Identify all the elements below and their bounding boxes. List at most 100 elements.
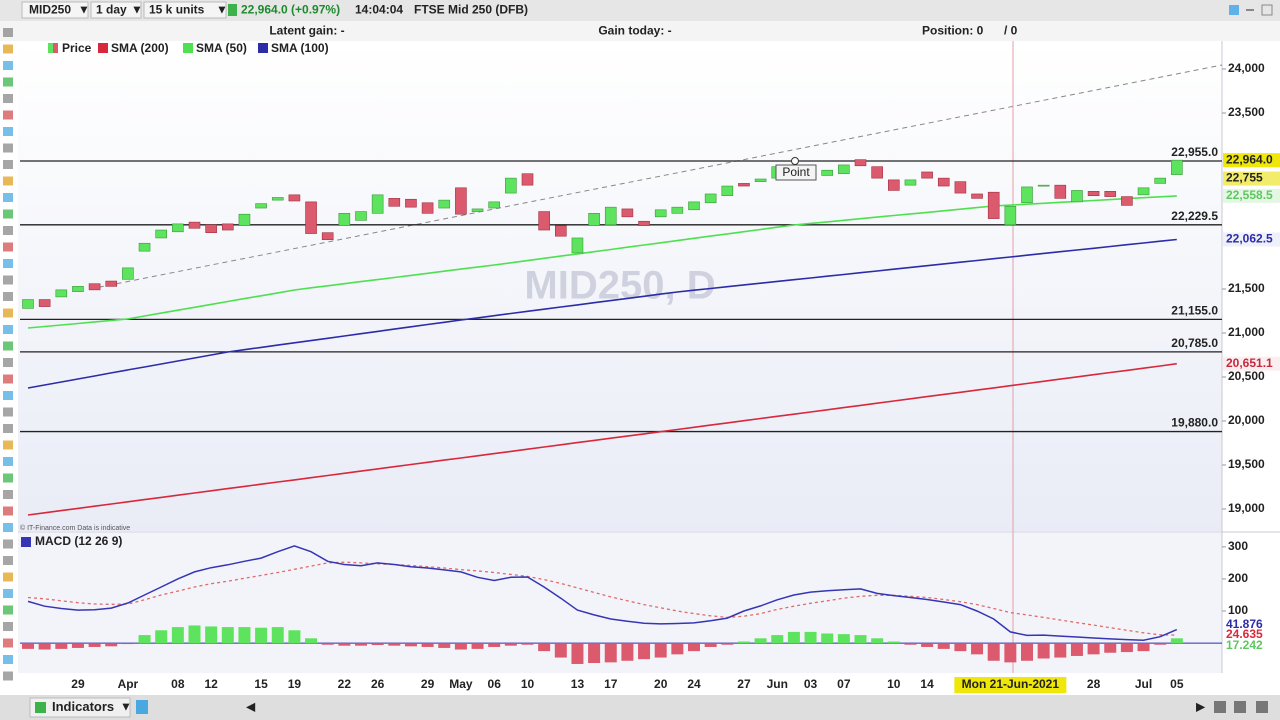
tool-icon[interactable] [3, 638, 13, 648]
tool-icon[interactable] [3, 242, 13, 252]
tool-icon[interactable] [3, 523, 13, 532]
histogram-bar [155, 630, 168, 644]
tool-icon[interactable] [1234, 701, 1246, 713]
tool-icon[interactable] [3, 589, 13, 598]
tool-icon[interactable] [3, 28, 13, 37]
candle [854, 159, 867, 167]
tool-icon[interactable] [3, 275, 13, 285]
tool-icon[interactable] [3, 94, 13, 103]
candle [604, 206, 617, 226]
histogram-bar [1104, 643, 1117, 653]
candle [904, 179, 917, 186]
histogram-bar [22, 643, 34, 649]
level-label: 22,955.0 [1171, 145, 1218, 159]
tool-icon[interactable] [3, 193, 13, 202]
indicators-button[interactable] [29, 697, 131, 718]
sma-line [27, 195, 1177, 329]
tool-icon[interactable] [3, 655, 13, 664]
candle [1071, 190, 1083, 203]
tool-icon[interactable] [3, 374, 13, 384]
macd-icon [21, 537, 31, 547]
tool-icon[interactable] [3, 61, 13, 70]
x-tick-label: 20 [654, 677, 668, 691]
tool-icon[interactable] [3, 473, 13, 483]
tool-icon[interactable] [3, 671, 13, 681]
candle [1037, 184, 1050, 187]
candle [704, 193, 717, 204]
size-select[interactable] [143, 1, 227, 19]
dropdown-arrow: ▼ [120, 700, 132, 714]
tool-icon[interactable] [1256, 701, 1268, 713]
histogram-bar [288, 630, 301, 644]
tool-icon[interactable] [3, 622, 13, 631]
interval-select[interactable] [90, 1, 142, 19]
tool-icon[interactable] [1214, 701, 1226, 713]
tool-icon[interactable] [3, 407, 13, 417]
tool-icon[interactable] [3, 209, 13, 219]
tool-icon[interactable] [3, 341, 13, 351]
tool-icon[interactable] [3, 143, 13, 153]
candle [1171, 159, 1183, 175]
tool-icon[interactable] [3, 490, 13, 499]
histogram-bar [688, 643, 700, 652]
tool-icon[interactable] [3, 539, 13, 549]
histogram-bar [804, 631, 817, 644]
instrument-select[interactable] [21, 1, 89, 19]
tool-icon[interactable] [3, 259, 13, 268]
candle [72, 286, 84, 292]
tool-icon[interactable] [3, 176, 13, 186]
price-label: 22,062.5 [1226, 232, 1273, 246]
tool-icon[interactable] [3, 292, 13, 301]
tool-icon[interactable] [3, 77, 13, 87]
histogram-bar [55, 643, 68, 649]
scroll-right[interactable]: ▶ [1196, 700, 1206, 714]
histogram-bar [271, 627, 284, 644]
tool-icon[interactable] [3, 358, 13, 367]
candle [588, 213, 600, 226]
price-label-box [1223, 356, 1280, 371]
tool-icon[interactable] [3, 127, 13, 136]
window-icon[interactable] [1261, 4, 1273, 16]
tool-icon[interactable] [3, 556, 13, 565]
trend-line[interactable] [89, 64, 1223, 290]
tool-icon[interactable] [3, 391, 13, 400]
scroll-left[interactable]: ◀ [246, 700, 256, 714]
tool-icon[interactable] [3, 226, 13, 235]
tool-icon[interactable] [3, 160, 13, 169]
candle [271, 197, 284, 201]
candle [571, 237, 584, 254]
legend-label: Price [62, 41, 92, 55]
tool-icon[interactable] [3, 325, 13, 334]
legend-label: SMA (200) [111, 41, 169, 55]
x-tick-label: 08 [171, 677, 185, 691]
tool-icon[interactable] [3, 424, 13, 433]
tool-icon[interactable] [136, 700, 148, 714]
histogram-bar [1137, 643, 1150, 652]
histogram-bar [205, 626, 218, 644]
gain-today: Gain today: - [598, 24, 671, 38]
candle [172, 223, 184, 233]
histogram-bar [188, 625, 201, 644]
x-tick-label: 19 [288, 677, 302, 691]
candle [438, 199, 451, 209]
tool-icon[interactable] [3, 506, 13, 516]
x-tick-label: 27 [737, 677, 751, 691]
tool-icon[interactable] [3, 110, 13, 120]
tool-icon[interactable] [3, 44, 13, 54]
tool-icon[interactable] [3, 572, 13, 582]
annotation-box[interactable] [775, 164, 817, 181]
candle [38, 299, 51, 307]
tool-icon[interactable] [3, 308, 13, 318]
tool-icon[interactable] [3, 440, 13, 450]
tool-icon[interactable] [3, 605, 13, 615]
histogram-bar [771, 635, 784, 644]
y-tick-label: 19,500 [1228, 457, 1265, 471]
candle [22, 299, 34, 309]
candle [205, 224, 217, 233]
window-icon[interactable] [1246, 9, 1254, 11]
window-icon[interactable] [1229, 5, 1239, 15]
histogram-bar [355, 643, 367, 646]
tool-icon[interactable] [3, 457, 13, 466]
legend-label: SMA (100) [271, 41, 329, 55]
